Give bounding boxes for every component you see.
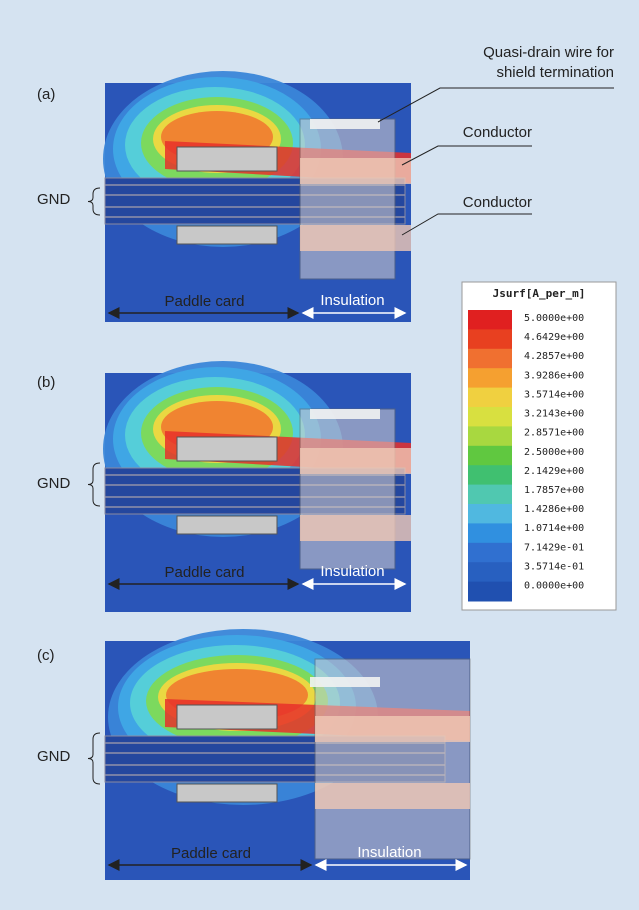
drain-wire [310,409,380,419]
conductor-wire [315,783,470,809]
annotation: Conductor [463,124,532,141]
conductor-block [177,437,277,461]
paddle-label: Paddle card [164,293,244,310]
legend-swatch [468,504,512,524]
legend-swatch [468,426,512,446]
insulation-label: Insulation [357,844,421,861]
field-panel [103,71,411,322]
legend-swatch [468,562,512,582]
legend-swatch [468,582,512,602]
insulation-block [300,409,395,569]
figure: (a) GND Paddle card Insulation (b) GND Paddle … [0,0,639,910]
conductor-block [177,147,277,171]
legend-label: 5.0000e+00 [524,313,584,324]
legend-swatch [468,543,512,563]
conductor-block [177,516,277,534]
conductor-wire [300,515,411,541]
drain-wire [310,677,380,687]
legend-swatch [468,329,512,349]
conductor-block [177,705,277,729]
legend-swatch [468,349,512,369]
legend-swatch [468,465,512,485]
annotation: shield termination [496,64,614,81]
conductor-wire [300,158,411,184]
legend-swatch [468,310,512,330]
legend-label: 2.1429e+00 [524,466,584,477]
legend-label: 2.5000e+00 [524,447,584,458]
legend-swatch [468,407,512,427]
legend-label: 4.6429e+00 [524,332,584,343]
conductor-block [177,784,277,802]
conductor-wire [300,225,411,251]
legend-label: 2.8571e+00 [524,428,584,439]
legend-swatch [468,523,512,543]
legend-label: 3.9286e+00 [524,370,584,381]
insulation-block [315,659,470,859]
conductor-wire [315,716,470,742]
legend-label: 1.0714e+00 [524,523,584,534]
legend-label: 1.7857e+00 [524,485,584,496]
legend-label: 4.2857e+00 [524,351,584,362]
drain-wire [310,119,380,129]
gnd-label: GND [37,748,71,765]
legend-swatch [468,485,512,505]
annotation: Conductor [463,194,532,211]
insulation-block [300,119,395,279]
annotation: Quasi-drain wire for [483,44,614,61]
insulation-label: Insulation [320,292,384,309]
legend-label: 3.2143e+00 [524,409,584,420]
legend-label: 3.5714e-01 [524,561,584,572]
paddle-label: Paddle card [171,845,251,862]
legend-swatch [468,446,512,466]
legend-label: 3.5714e+00 [524,389,584,400]
conductor-block [177,226,277,244]
paddle-label: Paddle card [164,564,244,581]
legend-title: Jsurf[A_per_m] [493,287,586,300]
panel-label: (b) [37,374,55,391]
insulation-label: Insulation [320,563,384,580]
conductor-wire [300,448,411,474]
legend-label: 0.0000e+00 [524,581,584,592]
legend-swatch [468,368,512,388]
gnd-label: GND [37,191,71,208]
legend-label: 7.1429e-01 [524,542,584,553]
legend-swatch [468,388,512,408]
field-panel [105,629,470,880]
legend-label: 1.4286e+00 [524,504,584,515]
panel-label: (c) [37,647,55,664]
panel-label: (a) [37,86,55,103]
gnd-label: GND [37,475,71,492]
